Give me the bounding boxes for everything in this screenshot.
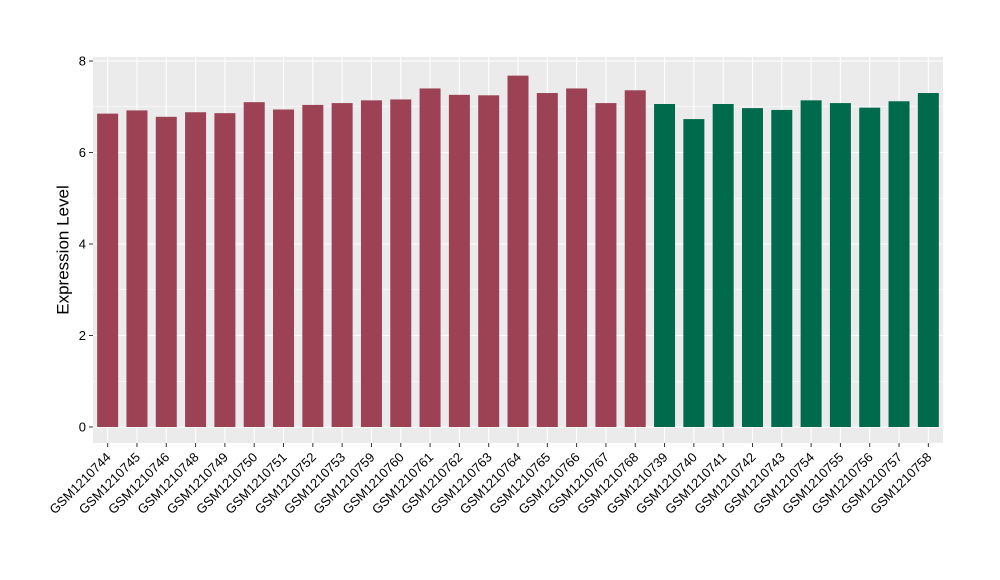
- y-axis-title: Expression Level: [53, 185, 72, 314]
- bar-GSM1210746: [155, 116, 177, 427]
- bar-series: [97, 75, 939, 428]
- bar-GSM1210757: [888, 101, 910, 427]
- y-tick-label: 8: [79, 54, 86, 69]
- bar-GSM1210745: [126, 110, 148, 427]
- bar-GSM1210760: [390, 99, 412, 428]
- y-axis-tick-labels: 0 2 4 6 8: [79, 54, 86, 435]
- bar-GSM1210750: [243, 102, 265, 428]
- bar-GSM1210751: [273, 109, 295, 428]
- bar-GSM1210768: [624, 90, 646, 427]
- bar-GSM1210759: [360, 100, 382, 427]
- x-axis-tick-labels: GSM1210744GSM1210745GSM1210746GSM1210748…: [46, 450, 934, 517]
- bar-GSM1210766: [566, 88, 588, 427]
- y-tick-label: 6: [79, 145, 86, 160]
- bar-GSM1210743: [771, 109, 793, 427]
- bar-GSM1210753: [331, 103, 353, 427]
- y-tick-label: 0: [79, 420, 86, 435]
- bar-GSM1210742: [741, 108, 763, 427]
- bar-GSM1210762: [448, 94, 470, 427]
- axis-tick-marks: [89, 60, 929, 447]
- bar-GSM1210761: [419, 88, 441, 427]
- bar-GSM1210741: [712, 104, 734, 427]
- bar-GSM1210744: [97, 113, 119, 428]
- bar-GSM1210740: [683, 119, 705, 427]
- bar-GSM1210755: [829, 103, 851, 427]
- y-tick-label: 2: [79, 328, 86, 343]
- bar-GSM1210748: [185, 112, 207, 428]
- bar-GSM1210749: [214, 113, 236, 427]
- bar-GSM1210764: [507, 75, 529, 427]
- bar-GSM1210752: [302, 104, 324, 428]
- bar-GSM1210758: [917, 93, 939, 428]
- bar-GSM1210754: [800, 100, 822, 427]
- bar-GSM1210767: [595, 103, 617, 427]
- bar-GSM1210756: [859, 107, 881, 427]
- y-tick-label: 4: [79, 237, 86, 252]
- bar-GSM1210739: [654, 104, 676, 427]
- bar-GSM1210763: [478, 95, 500, 427]
- bar-GSM1210765: [536, 93, 558, 428]
